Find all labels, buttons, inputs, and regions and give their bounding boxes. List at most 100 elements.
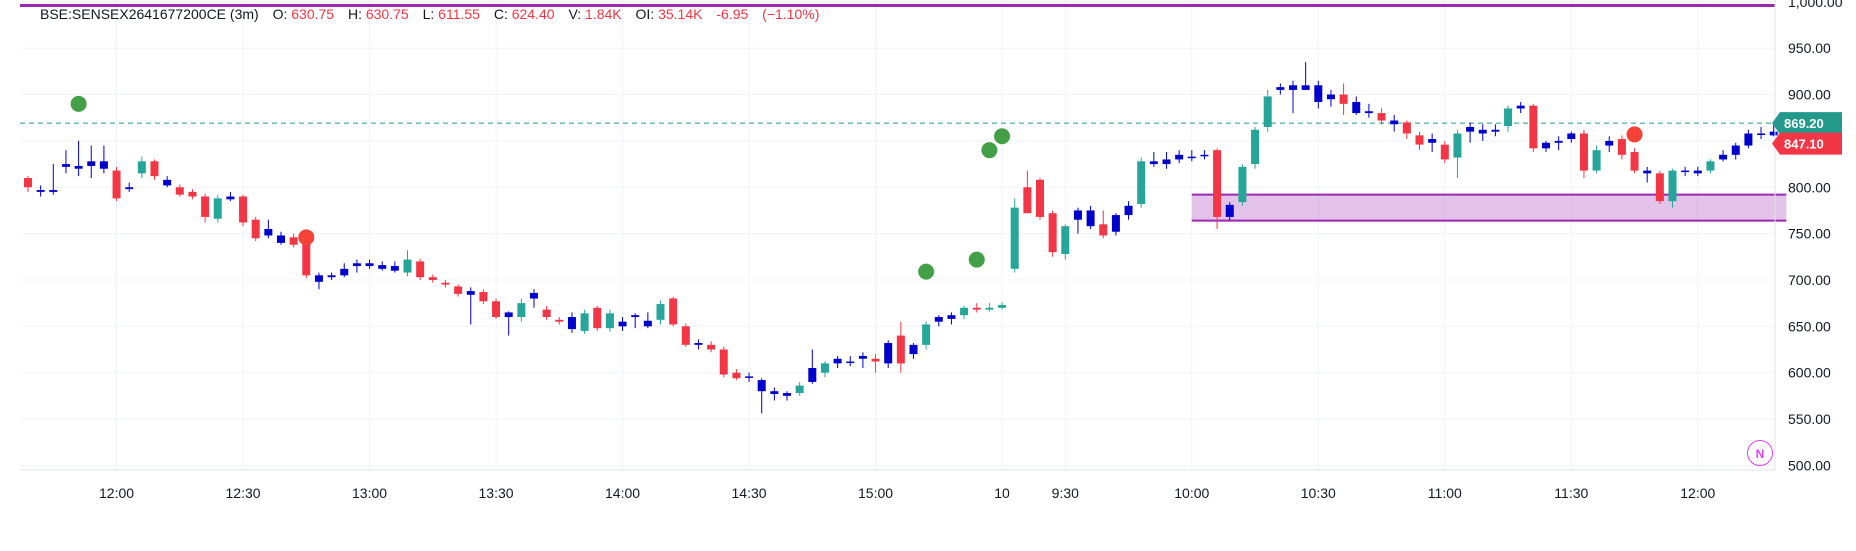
- candle-body: [1339, 94, 1348, 104]
- candle: [201, 193, 210, 223]
- candle: [555, 317, 564, 325]
- candle-body: [1744, 133, 1753, 146]
- candle: [643, 312, 652, 329]
- candle-body: [1149, 161, 1158, 165]
- candle-body: [416, 261, 425, 278]
- candle-body: [1023, 187, 1032, 214]
- candle-body: [972, 307, 981, 310]
- candle: [441, 279, 450, 288]
- candle: [1478, 124, 1487, 141]
- candle-body: [327, 275, 336, 278]
- time-axis[interactable]: 12:00 12:30 13:00 13:30 14:00 14:30 15:00 10 9:3…: [20, 469, 1775, 501]
- candle: [960, 305, 969, 319]
- candle-body: [833, 358, 842, 364]
- candle: [1491, 124, 1500, 137]
- candle: [1402, 120, 1411, 140]
- open-value: 630.75: [291, 6, 335, 22]
- low-label: L:: [422, 6, 435, 22]
- news-badge-icon[interactable]: N: [1747, 440, 1773, 466]
- candle-body: [99, 161, 108, 169]
- x-tick-label: 11:30: [1554, 485, 1588, 501]
- candle: [669, 296, 678, 327]
- candle-body: [517, 303, 526, 318]
- candle-body: [934, 317, 943, 322]
- candle-body: [922, 324, 931, 345]
- candle-body: [1428, 139, 1437, 143]
- candle-body: [314, 275, 323, 282]
- candle-body: [188, 191, 197, 197]
- candle-body: [694, 342, 703, 345]
- candle: [871, 354, 880, 373]
- candle: [1099, 210, 1108, 239]
- candle: [125, 182, 134, 192]
- candle: [340, 263, 349, 278]
- candle-body: [631, 315, 640, 318]
- candle: [605, 309, 614, 332]
- candle-body: [213, 198, 222, 219]
- y-tick-label: 650.00: [1788, 318, 1831, 334]
- candle-body: [858, 355, 867, 359]
- x-tick-label: 12:00: [99, 485, 134, 501]
- x-tick-label: 10:00: [1174, 485, 1209, 501]
- candle-body: [1377, 113, 1386, 121]
- x-tick-label: 13:30: [479, 485, 514, 501]
- y-tick-label: 600.00: [1788, 365, 1831, 381]
- candle: [681, 323, 690, 347]
- candle-body: [454, 286, 463, 294]
- candle-body: [1213, 150, 1222, 217]
- candle: [618, 317, 627, 331]
- candle-body: [1099, 224, 1108, 236]
- candle: [757, 378, 766, 414]
- candle-body: [757, 380, 766, 392]
- candle: [1175, 150, 1184, 164]
- price-axis[interactable]: 1,000.00950.00900.00850.00800.00750.0070…: [1774, 0, 1843, 473]
- candle: [1377, 108, 1386, 125]
- candle: [1390, 114, 1399, 132]
- candle: [1415, 131, 1424, 151]
- y-tick-label: 550.00: [1788, 411, 1831, 427]
- candle: [239, 194, 248, 227]
- candle-body: [1137, 161, 1146, 204]
- candle-body: [1238, 166, 1247, 203]
- candle: [1731, 142, 1740, 160]
- candle: [99, 145, 108, 174]
- candle: [226, 191, 235, 202]
- high-value: 630.75: [365, 6, 409, 22]
- candle: [1314, 80, 1323, 109]
- candle-body: [1731, 145, 1740, 155]
- candle: [504, 311, 513, 336]
- candle-body: [492, 301, 501, 318]
- candle: [1036, 177, 1044, 220]
- x-tick-label: 13:00: [352, 485, 387, 501]
- change-value: -6.95: [716, 6, 749, 22]
- candle-body: [1542, 142, 1550, 149]
- price-label-text: 869.20: [1784, 116, 1824, 131]
- candle-body: [1719, 154, 1728, 160]
- candle: [808, 349, 817, 384]
- candle: [24, 176, 32, 192]
- candle-body: [656, 304, 665, 320]
- candle-body: [504, 312, 513, 318]
- candle-body: [884, 342, 893, 364]
- candle: [1124, 201, 1133, 220]
- buy-signal-marker: [70, 95, 87, 112]
- candle-body: [441, 282, 450, 285]
- buy-signal-marker: [918, 263, 935, 280]
- candle: [1719, 150, 1728, 162]
- symbol-name: BSE:SENSEX2641677200CE (3m): [40, 6, 259, 22]
- candle: [1326, 89, 1335, 107]
- candle: [1617, 135, 1626, 160]
- price-labels: 869.20 847.10: [1772, 112, 1842, 155]
- candle: [1706, 159, 1715, 174]
- candle: [1187, 150, 1196, 162]
- candle: [922, 321, 931, 350]
- close-label: C:: [493, 6, 508, 22]
- candle-body: [1251, 129, 1260, 165]
- candle-body: [1352, 101, 1361, 114]
- price-label-bg: [1772, 112, 1842, 135]
- buy-signal-marker: [981, 142, 998, 159]
- candle: [593, 305, 602, 331]
- buy-signal-marker: [968, 251, 985, 268]
- candle: [1440, 140, 1449, 164]
